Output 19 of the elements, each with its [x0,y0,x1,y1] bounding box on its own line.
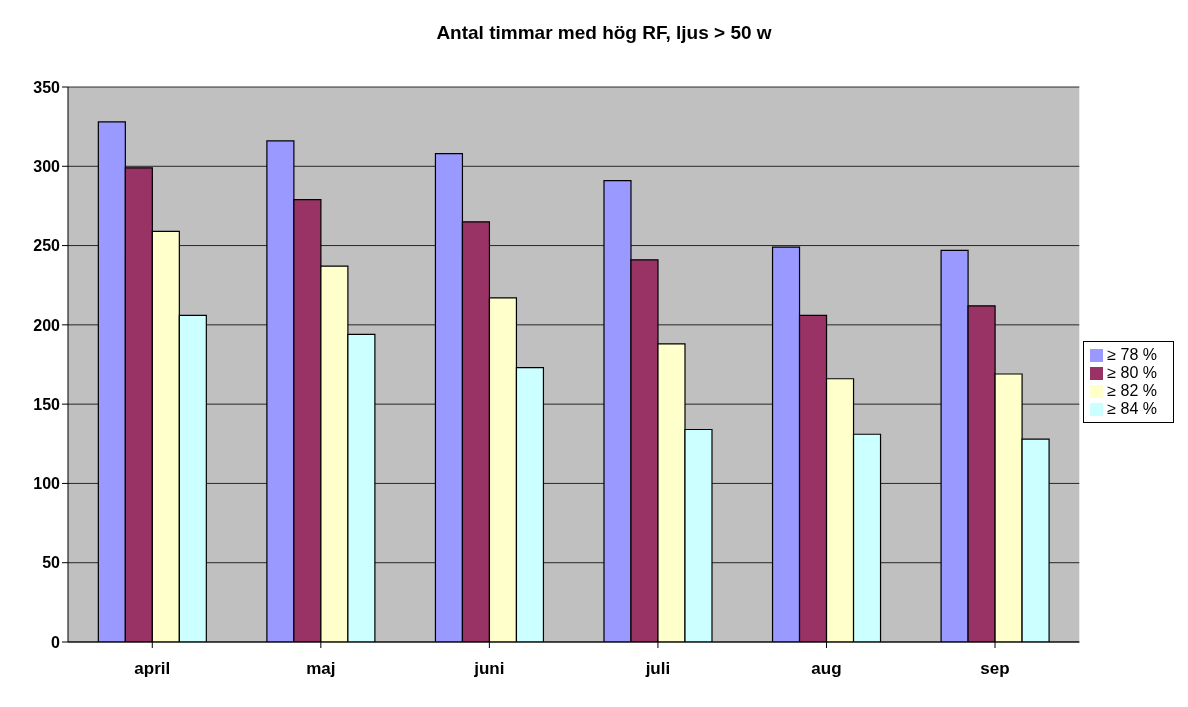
legend-label: ≥ 80 % [1107,364,1157,381]
y-tick-label: 300 [33,157,61,175]
legend-label: ≥ 84 % [1107,400,1157,417]
y-tick-label: 200 [33,316,61,334]
chart-title: Antal timmar med hög RF, ljus > 50 w [435,21,773,45]
y-tick-label: 100 [33,475,61,493]
x-tick-label: juli [644,659,671,679]
x-tick-label: sep [980,659,1010,679]
y-tick-label: 150 [33,395,61,413]
legend-label: ≥ 78 % [1107,346,1157,363]
x-tick-label: aug [811,659,842,679]
x-tick-label: april [134,659,171,679]
legend-label: ≥ 82 % [1107,382,1157,399]
x-tick-label: juni [473,659,505,679]
y-tick-label: 350 [33,78,61,96]
y-tick-label: 0 [51,633,61,651]
y-tick-label: 50 [42,554,61,572]
y-tick-label: 250 [33,237,61,255]
x-tick-label: maj [306,659,336,679]
